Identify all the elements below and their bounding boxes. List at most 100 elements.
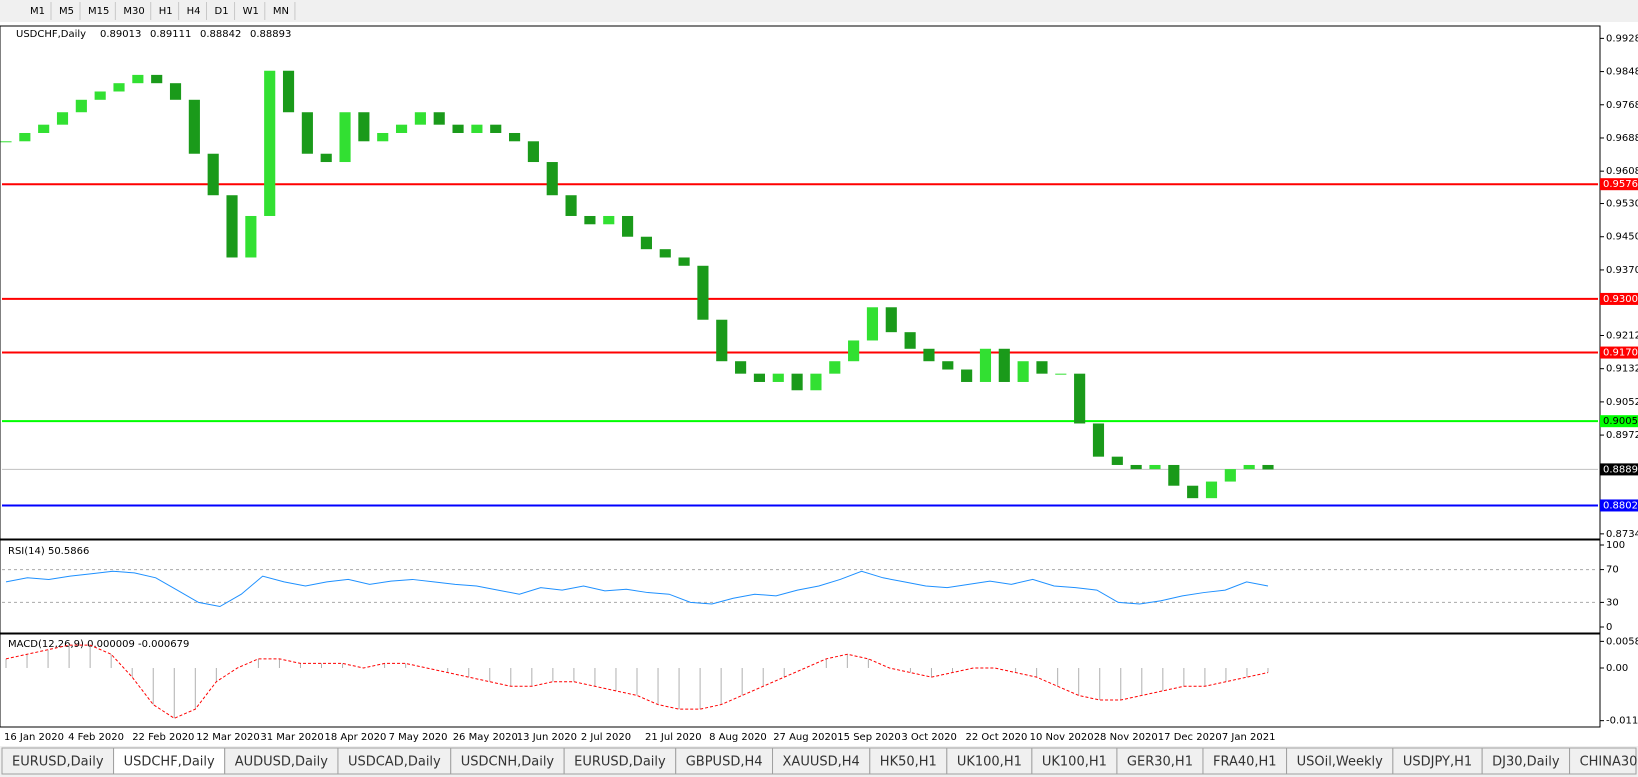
level-tag: [1600, 292, 1638, 305]
candle: [226, 195, 238, 258]
tab-label: USOil,Weekly: [1297, 755, 1384, 770]
timeframe-button[interactable]: W1: [243, 6, 259, 17]
tab-label: USDJPY,H1: [1403, 755, 1472, 770]
tab[interactable]: EURUSD,Daily: [1, 747, 115, 775]
x-tick-label: 18 Apr 2020: [325, 732, 387, 743]
tab-label: USDCNH,Daily: [461, 755, 555, 770]
level-tag: [1600, 463, 1638, 476]
candle: [56, 112, 69, 125]
x-tick-label: 15 Sep 2020: [837, 732, 900, 743]
timeframe-button[interactable]: M30: [123, 6, 144, 17]
candle: [75, 99, 87, 113]
tab[interactable]: USDCAD,Daily: [337, 747, 452, 775]
candle: [1205, 481, 1218, 499]
tab[interactable]: UK100,H1: [946, 747, 1033, 775]
tab[interactable]: USOil,Weekly: [1286, 747, 1394, 775]
candle: [1036, 361, 1048, 374]
candle: [565, 195, 577, 216]
candle: [942, 361, 954, 370]
candle: [508, 132, 521, 142]
tab[interactable]: UK100,H1: [1031, 747, 1118, 775]
candle: [320, 153, 332, 163]
candle: [1017, 361, 1029, 382]
timeframe-button[interactable]: M15: [88, 6, 109, 17]
candle: [1224, 469, 1236, 482]
x-tick-label: 7 Jan 2021: [1222, 732, 1276, 743]
tab[interactable]: XAUUSD,H4: [772, 747, 871, 775]
candle: [979, 348, 992, 382]
tab[interactable]: GER30,H1: [1116, 747, 1204, 775]
candle: [716, 319, 728, 362]
timeframe-button[interactable]: M1: [30, 6, 45, 17]
tab[interactable]: HK50,H1: [869, 747, 948, 775]
level-tag: [1600, 499, 1638, 512]
x-tick-label: 17 Dec 2020: [1158, 732, 1222, 743]
tab-background: [1031, 747, 1118, 775]
candle: [791, 373, 803, 391]
macd-panel: [0, 633, 1601, 728]
candle: [1243, 464, 1255, 470]
tab[interactable]: USDJPY,H1: [1392, 747, 1483, 775]
x-tick-label: 22 Feb 2020: [132, 732, 194, 743]
tab[interactable]: AUDUSD,Daily: [224, 747, 339, 775]
y-tick-label: 30: [1606, 597, 1619, 608]
candle: [1187, 485, 1199, 499]
y-tick-label: 0.005818: [1606, 636, 1638, 647]
tab[interactable]: DJ30,Daily: [1481, 747, 1571, 775]
candle: [1168, 464, 1180, 486]
tab-background: [869, 747, 948, 775]
tab[interactable]: EURUSD,Daily: [563, 747, 677, 775]
candle: [584, 215, 596, 225]
x-tick-label: 28 Nov 2020: [1094, 732, 1158, 743]
tab-background: [450, 747, 565, 775]
candle: [848, 340, 860, 362]
timeframe-button[interactable]: H4: [187, 6, 201, 17]
tab-label: UK100,H1: [957, 755, 1022, 770]
timeframe-button[interactable]: M5: [59, 6, 74, 17]
level-label: 0.90055: [1603, 416, 1638, 427]
ohlc-value: 0.88842: [200, 29, 241, 40]
candle: [0, 141, 12, 143]
candle: [622, 215, 634, 237]
level-label: 0.88024: [1603, 500, 1638, 511]
candle: [151, 74, 163, 84]
tab[interactable]: CHINA300,H1: [1569, 747, 1638, 775]
candle: [697, 265, 709, 320]
tab[interactable]: GBPUSD,H4: [675, 747, 774, 775]
tab-label: FRA40,H1: [1213, 755, 1277, 770]
candle: [772, 373, 784, 382]
tab-label: XAUUSD,H4: [783, 755, 860, 770]
symbol-label: USDCHF,Daily: [16, 29, 86, 40]
tab-background: [1286, 747, 1394, 775]
rsi-panel: [0, 539, 1601, 634]
timeframe-button[interactable]: MN: [273, 6, 289, 17]
macd-title: MACD(12,26,9) 0.000009 -0.000679: [8, 639, 189, 650]
level-label: 0.91709: [1603, 348, 1638, 359]
tab[interactable]: FRA40,H1: [1202, 747, 1288, 775]
timeframe-button[interactable]: H1: [159, 6, 173, 17]
tab[interactable]: USDCHF,Daily: [113, 747, 226, 775]
candle: [735, 361, 747, 374]
candle: [810, 373, 822, 391]
candle: [207, 153, 219, 196]
timeframe-button[interactable]: D1: [215, 6, 229, 17]
tab-background: [224, 747, 339, 775]
level-label: 0.88893: [1603, 464, 1638, 475]
y-tick-label: 100: [1606, 540, 1625, 551]
candle: [829, 361, 841, 374]
candle: [264, 70, 276, 216]
candle: [1149, 464, 1161, 470]
candle: [113, 83, 125, 92]
candle: [603, 215, 615, 225]
toolbar: [0, 0, 1638, 22]
tab[interactable]: USDCNH,Daily: [450, 747, 565, 775]
tab-label: GBPUSD,H4: [686, 755, 763, 770]
